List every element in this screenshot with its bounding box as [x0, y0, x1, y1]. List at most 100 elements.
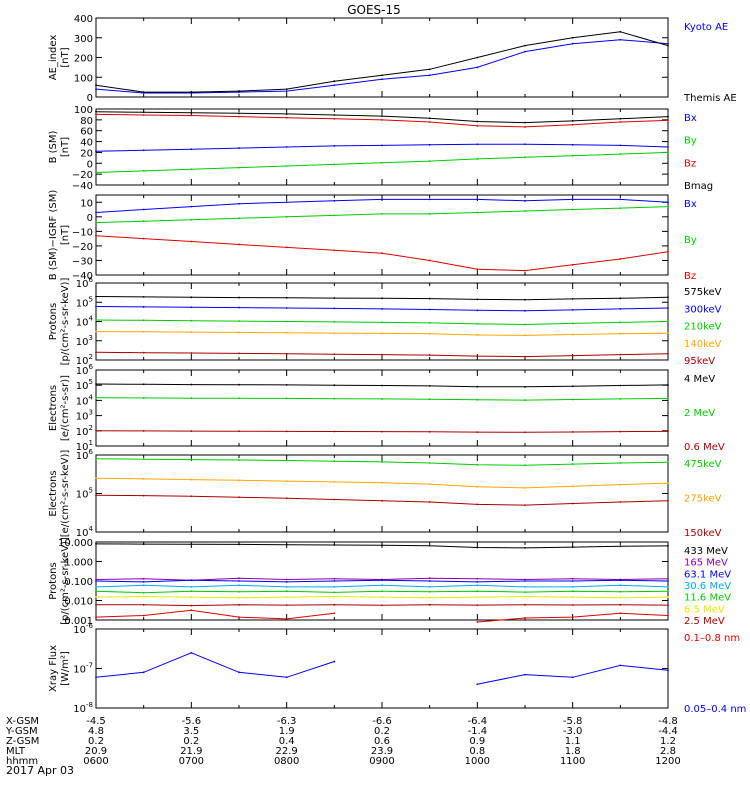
data-point — [571, 398, 574, 401]
data-point — [619, 398, 622, 400]
data-point — [190, 306, 193, 309]
data-point — [619, 501, 622, 503]
ephemeris-value: 23.9 — [371, 746, 393, 757]
data-point — [428, 501, 431, 503]
data-point — [238, 543, 240, 546]
series-line — [95, 31, 669, 93]
y-tick-label: 10-7 — [73, 662, 93, 676]
y-axis-label: B (SM)−IGRF (SM) — [48, 190, 59, 281]
data-point — [333, 544, 336, 546]
legend-entry: Bz — [684, 158, 696, 169]
data-point — [667, 577, 669, 580]
data-point — [285, 585, 288, 588]
data-point — [571, 123, 574, 126]
data-point — [524, 309, 526, 312]
data-point — [142, 114, 145, 116]
data-point — [524, 546, 526, 549]
data-point — [524, 486, 526, 489]
data-point — [190, 651, 193, 654]
data-point — [285, 676, 288, 679]
data-point — [476, 596, 479, 598]
data-point — [524, 617, 526, 619]
legend-entry: 95keV — [684, 356, 715, 367]
legend-entry: 210keV — [684, 322, 722, 333]
data-point — [285, 604, 288, 607]
data-point — [619, 153, 622, 155]
ephemeris-value: 4.8 — [88, 726, 104, 737]
data-point — [238, 577, 240, 580]
data-point — [667, 250, 669, 253]
data-point — [667, 590, 669, 593]
data-point — [619, 483, 622, 486]
y-tick-label: 104 — [76, 525, 94, 539]
data-point — [524, 464, 526, 467]
data-point — [524, 44, 526, 47]
data-point — [619, 332, 622, 335]
legend-entry: 140keV — [684, 339, 722, 350]
data-point — [238, 166, 240, 169]
data-point — [524, 355, 526, 358]
data-point — [142, 306, 145, 308]
data-point — [476, 120, 479, 123]
data-point — [95, 319, 97, 321]
data-point — [476, 56, 479, 59]
y-tick-label: 10.000 — [58, 538, 93, 549]
data-point — [381, 74, 383, 77]
data-point — [381, 481, 383, 484]
data-point — [428, 590, 431, 593]
legend-entry: 165 MeV — [684, 558, 728, 569]
data-point — [238, 496, 240, 499]
panel-protons-low: 102 103 104 105 106 Protons [p/(cm²-s-sr-keV)]… — [48, 276, 722, 367]
data-point — [428, 483, 431, 486]
data-point — [381, 144, 383, 147]
data-point — [285, 578, 288, 581]
ephemeris-label: X-GSM — [6, 716, 39, 727]
data-point — [571, 502, 574, 505]
data-point — [428, 384, 431, 387]
legend-entry: 0.05–0.4 nm — [684, 704, 746, 715]
data-point — [619, 664, 622, 667]
y-tick-label: 0 — [87, 159, 93, 170]
data-point — [95, 88, 97, 90]
ephemeris-label: Y-GSM — [5, 726, 38, 737]
legend-entry: Themis AE — [683, 93, 737, 104]
y-tick-label: 104 — [76, 393, 94, 407]
data-point — [571, 120, 574, 122]
data-point — [476, 590, 479, 593]
data-point — [667, 596, 669, 598]
ephemeris-value: -6.3 — [277, 716, 297, 727]
y-tick-label: 10-8 — [73, 701, 93, 715]
y-tick-label: −30 — [72, 256, 93, 267]
data-point — [524, 298, 526, 301]
data-point — [95, 457, 97, 460]
data-point — [142, 220, 145, 223]
data-point — [524, 595, 526, 598]
data-point — [381, 430, 383, 433]
data-point — [381, 321, 383, 324]
data-point — [285, 320, 288, 323]
data-point — [667, 332, 669, 334]
legend-entry: 433 MeV — [684, 546, 728, 557]
data-point — [524, 399, 526, 401]
data-point — [667, 614, 669, 617]
y-tick-label: 60 — [80, 127, 93, 138]
data-point — [381, 332, 383, 335]
legend-entry: 2 MeV — [684, 408, 715, 419]
data-point — [571, 385, 574, 388]
y-tick-label: 102 — [76, 353, 93, 367]
data-point — [142, 430, 145, 432]
panel-frame — [95, 628, 669, 709]
data-point — [428, 74, 431, 77]
ephemeris-value: 1100 — [560, 756, 585, 767]
ephemeris-value: 0800 — [274, 756, 299, 767]
data-point — [428, 143, 431, 146]
data-point — [428, 68, 431, 71]
data-point — [238, 616, 240, 619]
data-point — [428, 430, 431, 433]
data-point — [142, 614, 145, 617]
data-point — [190, 383, 193, 386]
legend-entry: 11.6 MeV — [684, 593, 731, 604]
data-point — [238, 115, 240, 118]
data-point — [285, 352, 288, 355]
data-point — [95, 330, 97, 333]
